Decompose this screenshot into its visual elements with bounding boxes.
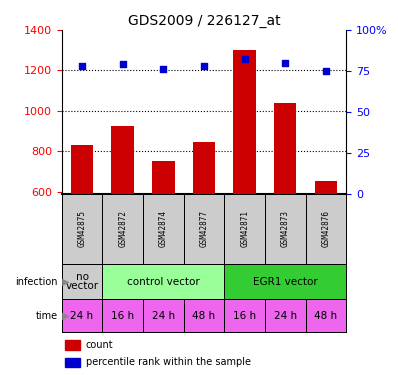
Bar	[224, 299, 265, 332]
Text: GSM42876: GSM42876	[322, 210, 330, 248]
Bar	[64, 340, 80, 350]
Point	[79, 63, 85, 69]
Text: control vector: control vector	[127, 276, 200, 286]
Text: ▶: ▶	[59, 310, 69, 321]
Bar	[102, 299, 143, 332]
Text: time: time	[35, 310, 58, 321]
Text: 16 h: 16 h	[111, 310, 134, 321]
Text: EGR1 vector: EGR1 vector	[253, 276, 318, 286]
Bar	[224, 264, 346, 299]
Text: no
vector: no vector	[65, 272, 99, 291]
Point	[323, 68, 329, 74]
Bar	[143, 194, 183, 264]
Point	[282, 60, 289, 66]
Bar	[306, 299, 346, 332]
Text: 16 h: 16 h	[233, 310, 256, 321]
Bar	[102, 194, 143, 264]
Bar	[224, 194, 265, 264]
Point	[119, 62, 126, 68]
Text: infection: infection	[15, 276, 58, 286]
Bar	[193, 142, 215, 194]
Text: ▶: ▶	[59, 276, 69, 286]
Text: count: count	[86, 340, 113, 350]
Text: GSM42877: GSM42877	[199, 210, 209, 248]
Text: 48 h: 48 h	[314, 310, 338, 321]
Bar	[183, 194, 224, 264]
Bar	[152, 162, 174, 194]
Text: 48 h: 48 h	[192, 310, 216, 321]
Bar	[102, 264, 224, 299]
Bar	[143, 299, 183, 332]
Text: GSM42874: GSM42874	[159, 210, 168, 248]
Text: GSM42871: GSM42871	[240, 210, 249, 248]
Bar	[315, 181, 337, 194]
Text: 24 h: 24 h	[274, 310, 297, 321]
Text: 24 h: 24 h	[70, 310, 94, 321]
Text: GSM42873: GSM42873	[281, 210, 290, 248]
Text: percentile rank within the sample: percentile rank within the sample	[86, 357, 251, 367]
Point	[242, 57, 248, 63]
Bar	[64, 358, 80, 368]
Bar	[62, 264, 102, 299]
Bar	[274, 103, 297, 194]
Bar	[111, 126, 134, 194]
Text: 24 h: 24 h	[152, 310, 175, 321]
Bar	[62, 299, 102, 332]
Bar	[62, 194, 102, 264]
Point	[201, 63, 207, 69]
Text: GSM42875: GSM42875	[78, 210, 86, 248]
Bar	[234, 50, 256, 194]
Bar	[306, 194, 346, 264]
Bar	[71, 145, 93, 194]
Bar	[265, 299, 306, 332]
Point	[160, 66, 166, 72]
Text: GSM42872: GSM42872	[118, 210, 127, 248]
Bar	[265, 194, 306, 264]
Title: GDS2009 / 226127_at: GDS2009 / 226127_at	[128, 13, 280, 28]
Bar	[183, 299, 224, 332]
